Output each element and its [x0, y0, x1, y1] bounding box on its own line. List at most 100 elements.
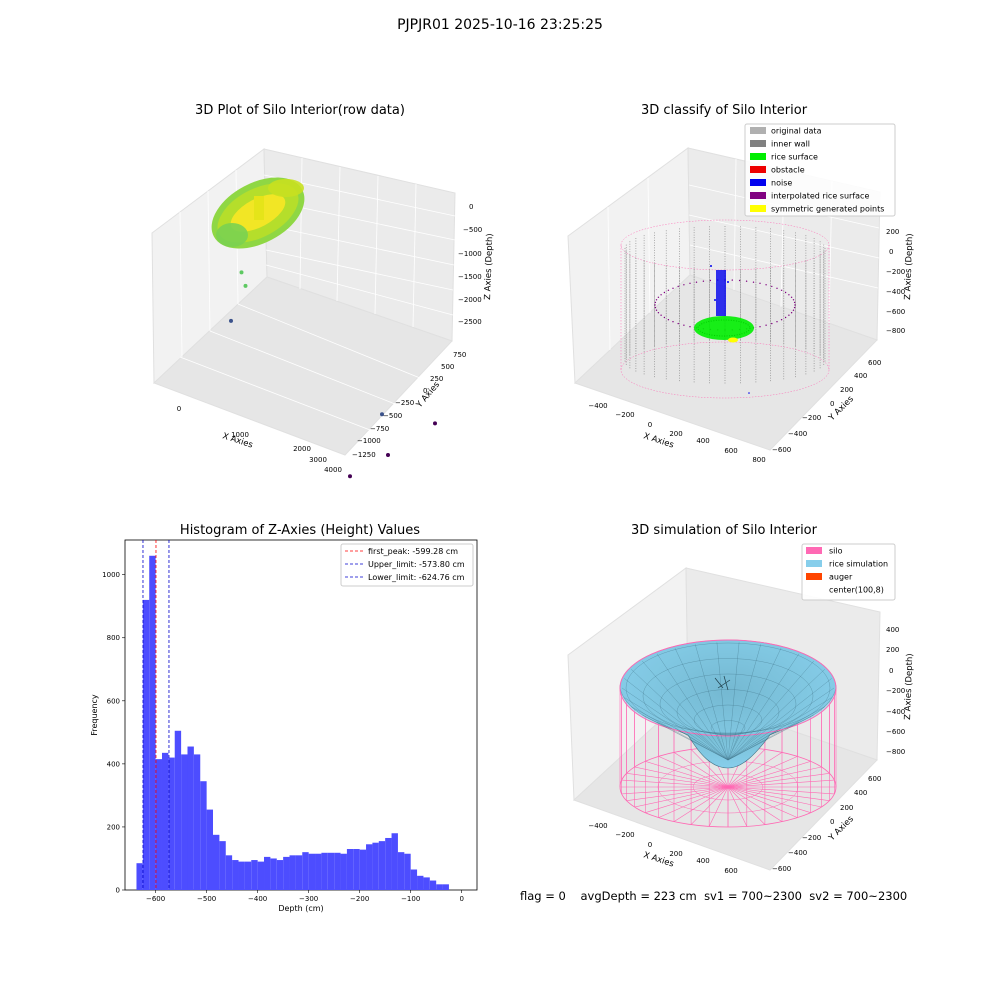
silo-wire — [727, 773, 830, 788]
mesh-line — [631, 706, 729, 761]
legend-swatch — [806, 573, 822, 580]
silo-wire — [690, 786, 729, 825]
y-tick: −500 — [383, 412, 402, 420]
histogram-bar — [264, 856, 271, 890]
mesh-ring — [693, 704, 763, 736]
interpolated-point — [776, 321, 778, 323]
histogram-bar — [353, 849, 360, 890]
y-tick: 600 — [868, 775, 881, 783]
plot2-title: 3D classify of Silo Interior — [640, 103, 808, 118]
legend: original data inner wall rice surface obsta… — [744, 123, 896, 217]
y-axis-label: Y Axies — [414, 380, 442, 411]
silo-wireframe — [620, 219, 830, 399]
mesh-line — [727, 722, 799, 761]
legend-label: interpolated rice surface — [771, 192, 869, 201]
mesh-ring — [659, 673, 797, 735]
silo-wire — [673, 752, 729, 788]
histogram-bar — [289, 855, 296, 890]
x-tick: −200 — [615, 411, 634, 419]
histogram-bar — [283, 856, 290, 890]
histogram-bar — [359, 849, 367, 890]
x-tick: 400 — [696, 437, 709, 445]
mesh-line — [642, 660, 729, 761]
histogram-bar — [136, 863, 143, 890]
mesh-line — [727, 731, 761, 761]
data-point — [243, 283, 248, 288]
histogram-bar — [168, 757, 175, 890]
histogram-bar — [200, 781, 207, 890]
histogram-bar — [442, 884, 449, 890]
auger-marker — [714, 675, 731, 691]
mesh-line — [695, 731, 729, 761]
histogram-bar — [340, 853, 347, 890]
histogram-bar — [193, 754, 201, 890]
interpolated-point — [654, 306, 657, 309]
interpolated-point — [765, 324, 767, 326]
y-tick: −1000 — [357, 437, 381, 445]
y-tick: 250 — [430, 375, 443, 383]
interpolated-point — [792, 309, 795, 311]
silo-wire — [727, 749, 766, 788]
legend-swatch — [750, 179, 766, 186]
legend-label: rice surface — [771, 153, 818, 162]
y-tick: 600 — [868, 359, 881, 367]
x-tick-label: −600 — [146, 895, 165, 903]
mesh-ring — [710, 720, 746, 736]
interpolated-point — [765, 284, 767, 286]
silo-wire — [621, 779, 729, 788]
mesh-line — [727, 727, 782, 761]
y-tick: 400 — [854, 789, 867, 797]
interpolated-point — [663, 291, 666, 294]
histogram-bar — [174, 730, 182, 890]
interpolated-point — [790, 296, 793, 298]
y-tick: −200 — [802, 834, 821, 842]
data-point — [348, 474, 352, 479]
histogram-bar — [238, 861, 245, 890]
figure-title: PJPJR01 2025-10-16 23:25:25 — [397, 17, 603, 33]
x-tick-label: 0 — [459, 895, 463, 903]
depth-histogram: −600 −500 −400 −300 −200 −100 0 0 200 400 600 800 1… — [90, 539, 478, 913]
legend-label: auger — [829, 573, 853, 582]
axis-ticks: −400 −200 0 200 400 600 600 400 200 0 −2… — [588, 626, 905, 875]
legend-label: silo — [829, 547, 843, 556]
y-tick-label: 400 — [107, 760, 120, 768]
y-tick: −1250 — [352, 451, 376, 459]
data-point — [380, 412, 384, 417]
histogram-bar — [161, 752, 169, 890]
x-tick-label: −300 — [299, 895, 318, 903]
histogram-bar — [378, 841, 386, 890]
x-tick: 3000 — [309, 456, 327, 464]
x-tick-label: −100 — [401, 895, 420, 903]
silo-wire — [727, 779, 835, 788]
z-tick: −600 — [886, 308, 905, 316]
histogram-bar — [181, 754, 188, 890]
histogram-bar — [410, 869, 418, 890]
z-tick: −2500 — [458, 318, 482, 326]
silo-wire — [634, 766, 729, 788]
legend: first_peak: -599.28 cm Upper_limit: -573.… — [340, 543, 474, 587]
interpolated-point — [788, 314, 790, 316]
mesh-line — [621, 687, 729, 761]
histogram-bar — [302, 852, 309, 890]
mesh-line — [716, 642, 729, 761]
interpolated-point — [695, 281, 698, 283]
silo-wire — [690, 749, 729, 788]
y-tick-label: 1000 — [102, 571, 120, 579]
interpolated-point — [792, 299, 795, 301]
silo-wire — [727, 761, 811, 788]
histogram-bar — [232, 860, 239, 890]
mesh-line — [624, 697, 729, 761]
legend-swatch — [750, 192, 766, 199]
x-tick: −400 — [588, 402, 607, 410]
silo-wire — [645, 786, 729, 813]
interpolated-point — [759, 282, 761, 284]
x-tick: 2000 — [293, 445, 311, 453]
histogram-bar — [295, 855, 303, 890]
silo-wire — [727, 786, 822, 808]
z-tick: −400 — [886, 708, 905, 716]
y-tick: 0 — [830, 400, 834, 408]
mesh-line — [727, 642, 740, 761]
z-tick: −600 — [886, 728, 905, 736]
reference-lines — [142, 540, 170, 890]
